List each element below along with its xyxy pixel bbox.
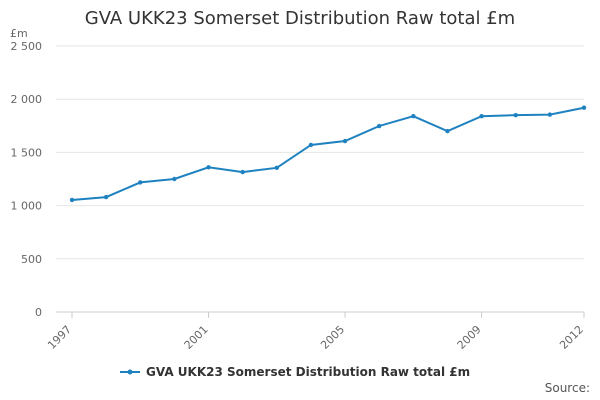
gridlines xyxy=(56,45,584,313)
series-line xyxy=(71,106,585,201)
y-tick-label: 1 500 xyxy=(11,146,43,159)
data-point xyxy=(308,142,314,148)
data-point xyxy=(377,123,382,129)
legend[interactable]: GVA UKK23 Somerset Distribution Raw tota… xyxy=(120,364,470,380)
x-tick-label: 2005 xyxy=(318,323,347,352)
x-tick-label: 2012 xyxy=(557,323,586,352)
data-point xyxy=(445,128,450,134)
y-tick-label: 1 000 xyxy=(11,200,43,213)
y-tick-label: 2 500 xyxy=(11,40,43,53)
chart-title: GVA UKK23 Somerset Distribution Raw tota… xyxy=(84,8,516,29)
data-point xyxy=(274,165,279,171)
data-point xyxy=(172,176,177,182)
series-group xyxy=(69,105,587,203)
data-point xyxy=(138,180,143,185)
x-axis: 1997 2001 2005 2009 2012 xyxy=(45,312,586,352)
y-tick-label: 500 xyxy=(21,253,42,266)
data-point xyxy=(342,138,348,144)
data-point xyxy=(240,169,245,175)
y-tick-label: 2 000 xyxy=(11,93,43,106)
data-point xyxy=(547,112,553,117)
legend-marker-icon xyxy=(120,369,140,375)
data-point xyxy=(206,165,211,170)
y-axis: 0 500 1 000 1 500 2 000 2 500£m xyxy=(10,27,42,319)
source-label: Source: xyxy=(544,381,590,395)
x-tick-label: 1997 xyxy=(45,323,74,352)
y-axis-label: £m xyxy=(10,27,28,40)
y-tick-label: 0 xyxy=(35,306,42,319)
x-tick-label: 2009 xyxy=(455,323,484,352)
data-point xyxy=(69,197,75,203)
data-point xyxy=(479,114,484,119)
x-tick-label: 2001 xyxy=(182,323,211,352)
data-point xyxy=(513,112,518,118)
data-point xyxy=(581,105,587,110)
data-point xyxy=(411,114,416,119)
data-point xyxy=(103,194,109,200)
legend-label: GVA UKK23 Somerset Distribution Raw tota… xyxy=(146,365,471,379)
